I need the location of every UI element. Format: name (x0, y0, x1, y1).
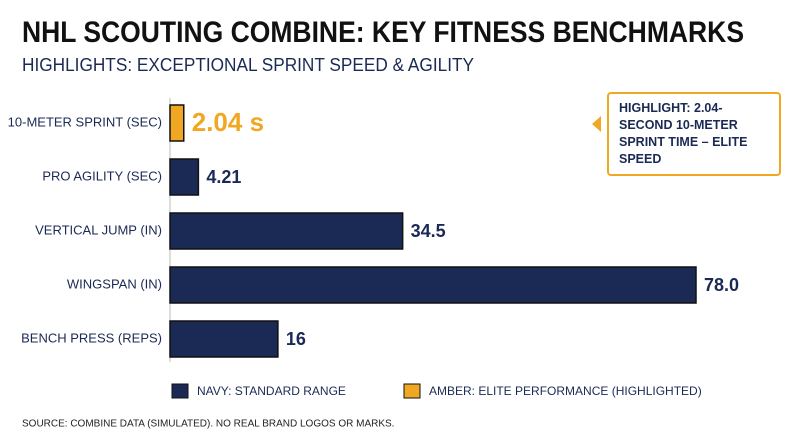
annotation: HIGHLIGHT: 2.04-SECOND 10-METER SPRINT T… (607, 92, 781, 176)
value-label: 4.21 (206, 167, 241, 187)
annotation-arrow (592, 116, 601, 132)
bar (169, 212, 404, 250)
chart-title: NHL SCOUTING COMBINE: KEY FITNESS BENCHM… (22, 16, 744, 49)
category-label: BENCH PRESS (REPS) (21, 330, 162, 345)
chart-subtitle: HIGHLIGHTS: EXCEPTIONAL SPRINT SPEED & A… (22, 55, 474, 75)
category-label: PRO AGILITY (SEC) (42, 168, 162, 183)
category-label: VERTICAL JUMP (IN) (35, 222, 162, 237)
legend-label: AMBER: ELITE PERFORMANCE (HIGHLIGHTED) (429, 384, 702, 398)
legend-swatch (171, 383, 189, 399)
bar (169, 320, 279, 358)
bar (169, 158, 200, 196)
legend-label: NAVY: STANDARD RANGE (197, 384, 346, 398)
category-label: WINGSPAN (IN) (67, 276, 162, 291)
value-label: 78.0 (704, 275, 739, 295)
category-label: 10-METER SPRINT (SEC) (8, 114, 162, 129)
value-label: 2.04 s (192, 107, 264, 137)
value-label: 16 (286, 329, 306, 349)
bar (169, 266, 697, 304)
legend-swatch (403, 383, 421, 399)
source-note: SOURCE: COMBINE DATA (SIMULATED). NO REA… (22, 419, 394, 430)
value-label: 34.5 (411, 221, 446, 241)
bar (169, 104, 185, 142)
